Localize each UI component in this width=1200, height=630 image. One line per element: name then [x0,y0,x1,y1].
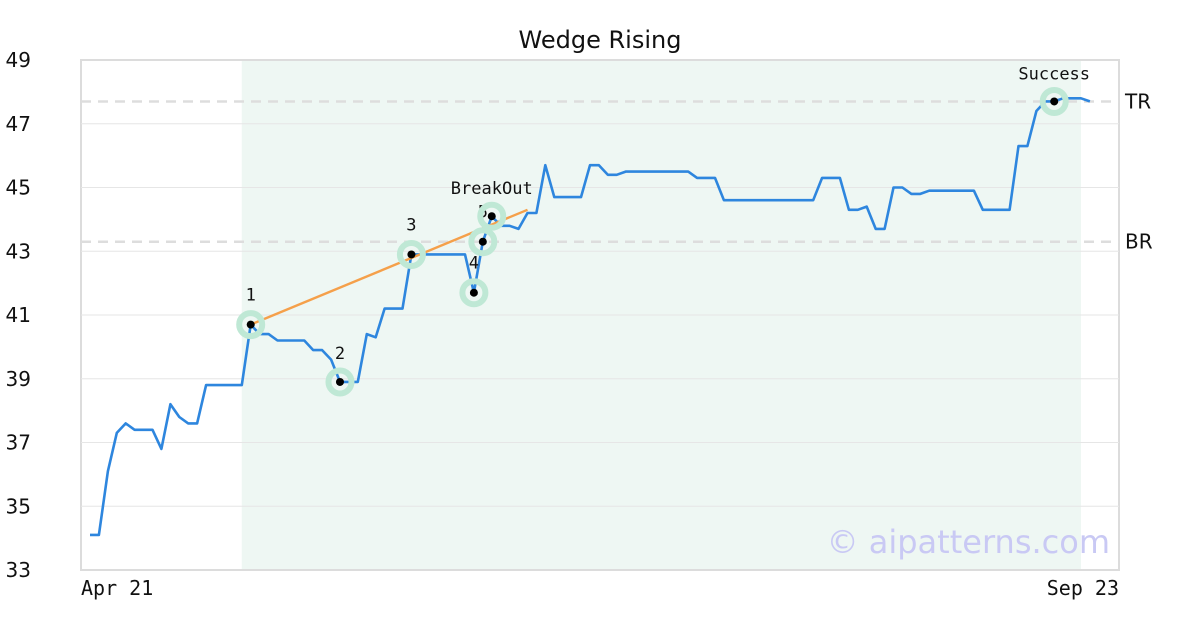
pattern-point-label: 2 [335,344,345,364]
pattern-point [335,377,344,386]
y-tick-label: 33 [6,558,31,582]
y-tick-label: 49 [6,48,31,72]
chart-title: Wedge Rising [519,26,682,54]
y-tick-label: 45 [6,176,31,200]
gridlines [81,123,1119,507]
pattern-point [478,237,487,246]
pattern-point [246,320,255,329]
level-label-tr: TR [1124,89,1151,113]
pattern-point [1050,97,1059,106]
pattern-point-label: BreakOut [451,179,533,199]
y-tick-label: 47 [6,112,31,136]
pattern-point-halo [1039,86,1069,116]
y-tick-label: 35 [6,494,31,518]
pattern-point-label: 1 [246,286,256,306]
pattern-point [487,212,496,221]
pattern-point [469,288,478,297]
pattern-point-halo [236,310,266,340]
pattern-point-halo [459,278,489,308]
watermark: © aipatterns.com [827,523,1110,561]
y-tick-label: 37 [6,431,31,455]
pattern-point-label: 3 [406,215,416,235]
pattern-point-halo [325,367,355,397]
x-tick-label-end: Sep 23 [1047,576,1119,600]
pattern-point-label: 4 [469,254,479,274]
pattern-point [407,250,416,259]
pattern-point-halo [396,239,426,269]
y-tick-label: 43 [6,239,31,263]
x-tick-label-start: Apr 21 [81,576,153,600]
pattern-point-label: Success [1018,64,1090,84]
pattern-point-halo [468,227,498,257]
y-tick-label: 41 [6,303,31,327]
level-label-br: BR [1125,230,1153,254]
y-tick-labels: 33 35 37 39 41 43 45 47 49 [6,48,31,582]
y-tick-label: 39 [6,367,31,391]
pattern-point-halo [477,201,507,231]
level-lines: TR BR [81,89,1153,254]
